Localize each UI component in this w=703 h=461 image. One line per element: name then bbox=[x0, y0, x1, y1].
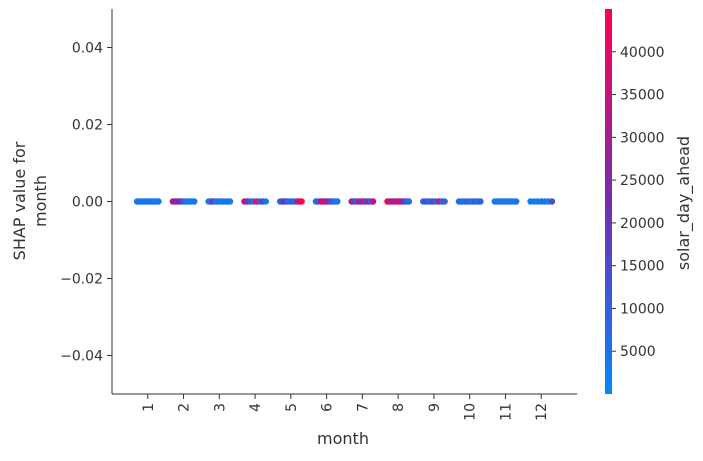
x-tick-label: 6 bbox=[320, 403, 336, 412]
y-tick-label: 0.02 bbox=[72, 118, 103, 134]
y-tick-label: −0.02 bbox=[60, 272, 103, 288]
y-tick-label: 0.00 bbox=[72, 195, 103, 211]
y-axis-label: month bbox=[31, 175, 50, 227]
data-point bbox=[477, 198, 484, 205]
y-tick-label: −0.04 bbox=[60, 349, 103, 365]
y-tick-label: 0.04 bbox=[72, 41, 103, 57]
colorbar-label: solar_day_ahead bbox=[674, 136, 694, 270]
colorbar-tick-label: 15000 bbox=[620, 259, 665, 275]
colorbar-tick-label: 35000 bbox=[620, 88, 665, 104]
data-point bbox=[334, 198, 341, 205]
x-tick-label: 4 bbox=[248, 403, 264, 412]
x-tick-label: 5 bbox=[284, 403, 300, 412]
data-point bbox=[298, 198, 305, 205]
y-axis-label: SHAP value for bbox=[10, 141, 29, 260]
colorbar-tick-label: 20000 bbox=[620, 216, 665, 232]
colorbar-tick-label: 25000 bbox=[620, 173, 665, 189]
data-point bbox=[441, 198, 448, 205]
x-tick-label: 7 bbox=[355, 403, 371, 412]
colorbar-gradient bbox=[605, 9, 612, 394]
colorbar-tick-label: 10000 bbox=[620, 301, 665, 317]
x-tick-label: 8 bbox=[391, 403, 407, 412]
x-tick-label: 9 bbox=[427, 403, 443, 412]
x-tick-label: 1 bbox=[141, 403, 157, 412]
data-point bbox=[226, 198, 234, 205]
data-point bbox=[155, 198, 162, 205]
data-point bbox=[548, 198, 556, 205]
data-point bbox=[405, 198, 413, 205]
data-point bbox=[191, 198, 198, 205]
x-tick-label: 2 bbox=[177, 403, 193, 412]
x-axis-label: month bbox=[317, 429, 369, 448]
axes: 0.040.020.00−0.02−0.041 2 3 4 5 6 7 8 9 10 11 12 bbox=[60, 9, 577, 421]
data-point bbox=[262, 198, 270, 205]
colorbar-tick-label: 40000 bbox=[620, 45, 665, 61]
colorbar-tick-label: 30000 bbox=[620, 130, 665, 146]
data-point bbox=[512, 198, 520, 205]
x-tick-label: 10 bbox=[463, 403, 479, 421]
colorbar-tick-label: 5000 bbox=[620, 344, 656, 360]
x-tick-label: 12 bbox=[534, 403, 550, 421]
data-point bbox=[369, 198, 377, 205]
colorbar: 40000 35000 30000 25000 20000 15000 10000 5000 bbox=[605, 9, 665, 394]
data-points bbox=[133, 198, 556, 205]
x-tick-label: 11 bbox=[498, 403, 514, 421]
x-tick-label: 3 bbox=[212, 403, 228, 412]
